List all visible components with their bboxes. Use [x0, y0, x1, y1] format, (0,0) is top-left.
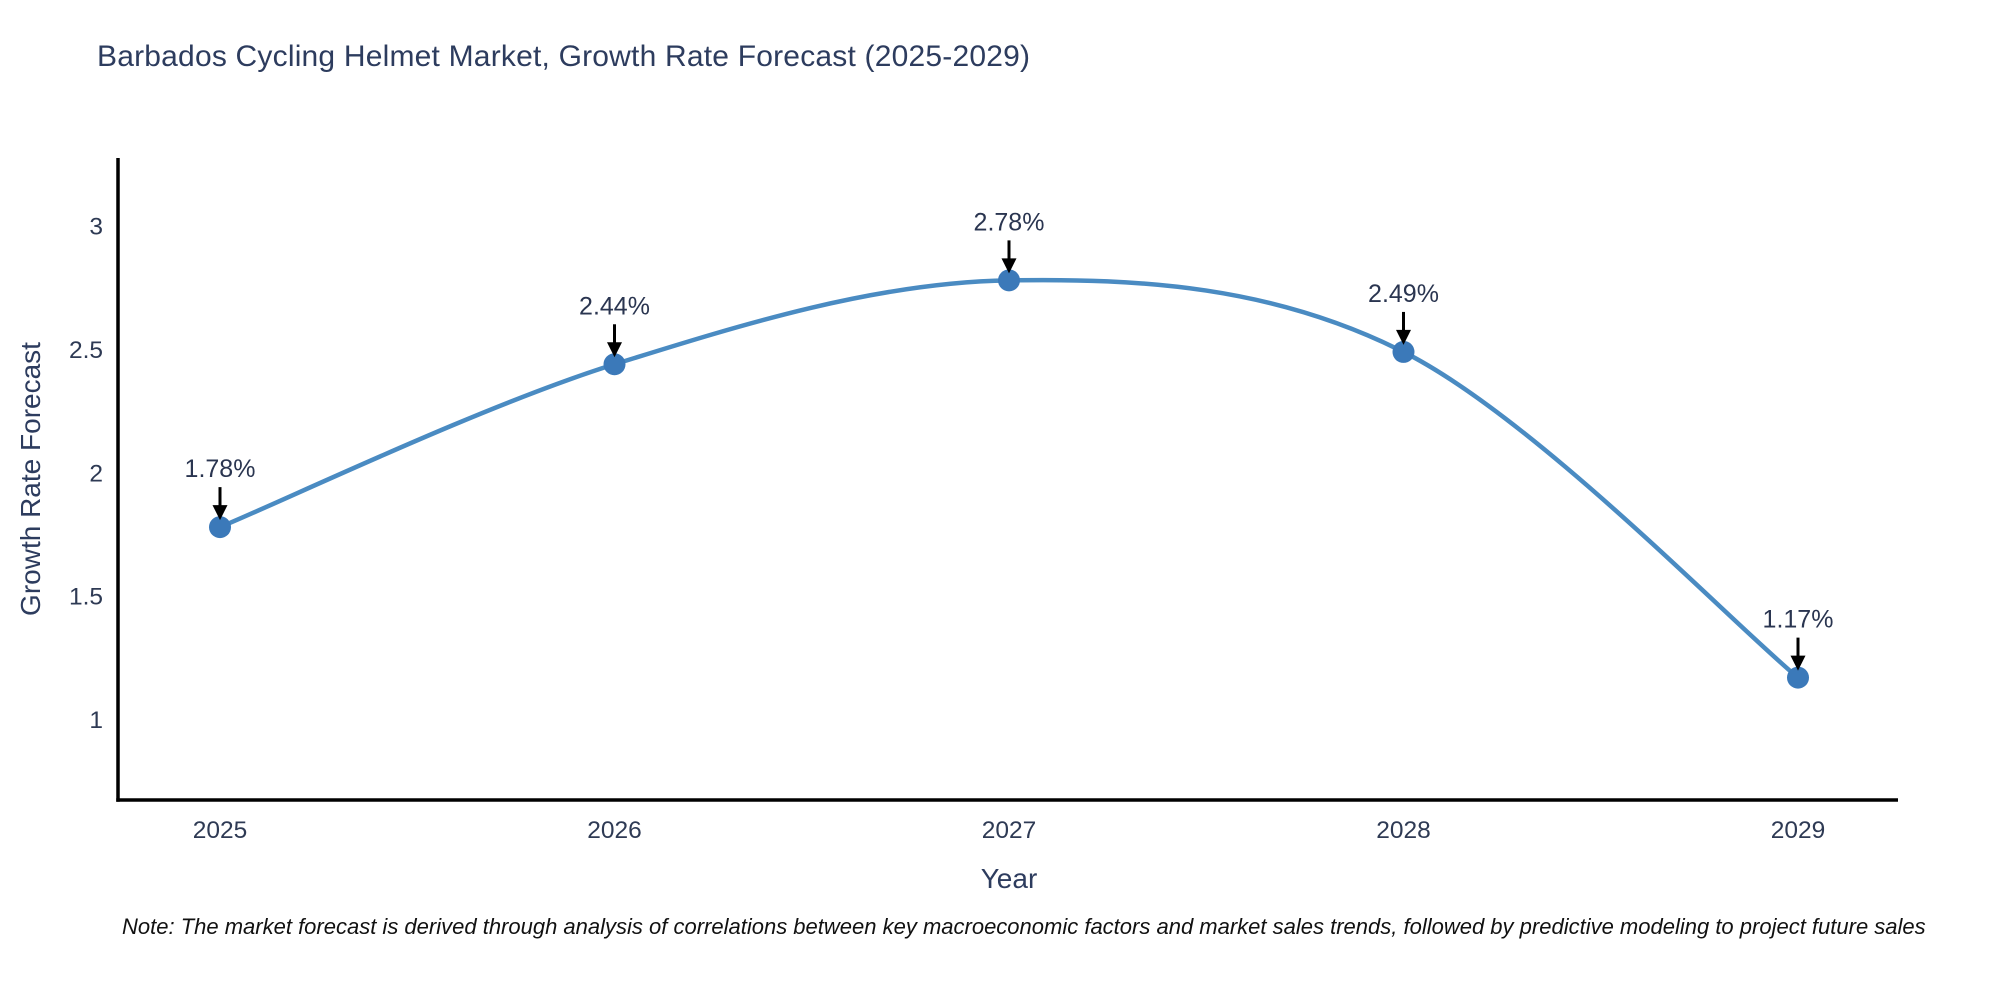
y-tick-label: 1.5	[69, 584, 103, 611]
point-value-label: 2.78%	[974, 208, 1045, 236]
y-tick-label: 2.5	[69, 337, 103, 364]
plot-area: 1 1.5 2 2.5 3 2025 2026 2027 2028 2029 1.78% 2.44% 2…	[69, 158, 1898, 844]
point-value-label: 2.49%	[1368, 280, 1439, 308]
data-point-marker	[1392, 340, 1415, 363]
data-point-marker	[1787, 666, 1809, 689]
data-point-marker	[998, 269, 1020, 292]
footnote: Note: The market forecast is derived thr…	[122, 914, 1926, 939]
y-tick-label: 3	[89, 214, 103, 241]
annotation-arrowhead-icon	[1396, 329, 1411, 345]
x-axis-title: Year	[981, 863, 1038, 894]
annotation-arrowhead-icon	[212, 505, 228, 521]
point-value-label: 1.17%	[1763, 606, 1834, 634]
data-point-marker	[603, 353, 626, 376]
annotation-arrowhead-icon	[1790, 655, 1806, 671]
x-tick-label: 2029	[1771, 817, 1826, 844]
y-tick-label: 2	[89, 460, 103, 487]
data-point-marker	[209, 516, 231, 539]
x-tick-label: 2026	[587, 817, 642, 844]
annotation-arrowhead-icon	[1001, 258, 1017, 274]
chart-title: Barbados Cycling Helmet Market, Growth R…	[97, 40, 1031, 73]
x-tick-label: 2028	[1376, 817, 1431, 844]
point-value-label: 1.78%	[185, 455, 256, 483]
x-tick-label: 2027	[982, 817, 1037, 844]
y-axis-title: Growth Rate Forecast	[15, 342, 46, 616]
annotation-arrowhead-icon	[607, 342, 622, 358]
y-tick-label: 1	[89, 707, 103, 734]
x-tick-label: 2025	[193, 817, 248, 844]
trend-line	[217, 277, 1801, 680]
point-value-label: 2.44%	[579, 292, 650, 320]
